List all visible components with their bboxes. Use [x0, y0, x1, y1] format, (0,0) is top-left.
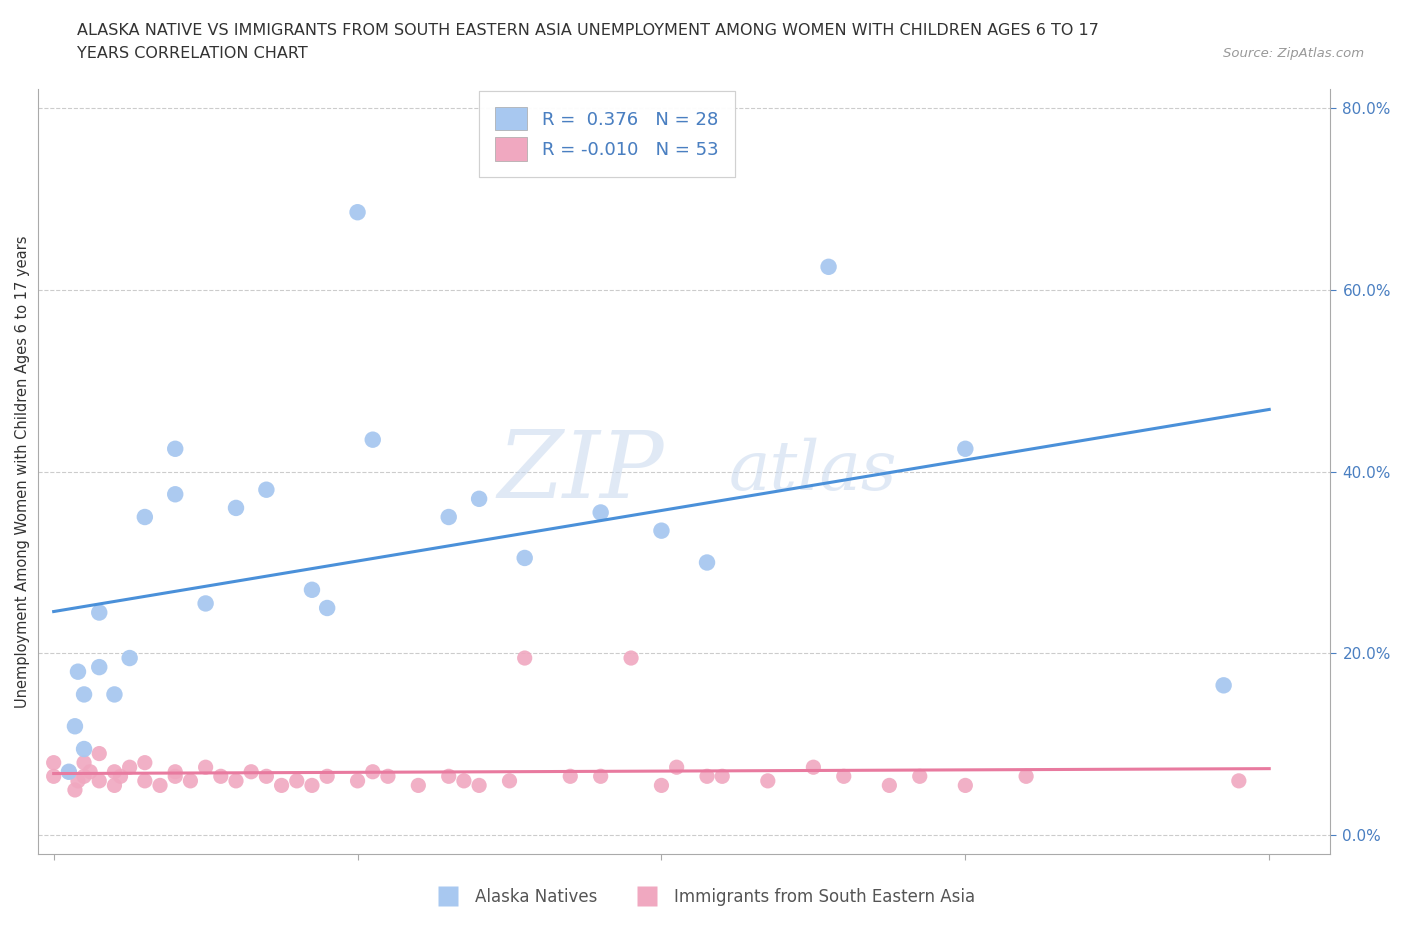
Point: [118, 651, 141, 666]
Point: [103, 764, 125, 779]
Point: [103, 687, 125, 702]
Text: ALASKA NATIVE VS IMMIGRANTS FROM SOUTH EASTERN ASIA UNEMPLOYMENT AMONG WOMEN WIT: ALASKA NATIVE VS IMMIGRANTS FROM SOUTH E…: [77, 23, 1099, 38]
Point: [118, 760, 141, 775]
Point: [498, 774, 520, 789]
Point: [194, 596, 217, 611]
Point: [42, 755, 65, 770]
Point: [301, 582, 323, 597]
Point: [513, 551, 536, 565]
Point: [1227, 774, 1250, 789]
Point: [453, 774, 475, 789]
Point: [79, 764, 101, 779]
Point: [165, 764, 187, 779]
Point: [63, 782, 86, 797]
Point: [879, 778, 901, 793]
Point: [66, 664, 89, 679]
Legend: Alaska Natives, Immigrants from South Eastern Asia: Alaska Natives, Immigrants from South Ea…: [425, 881, 981, 912]
Point: [316, 601, 339, 616]
Point: [589, 769, 612, 784]
Point: [149, 778, 172, 793]
Point: [58, 764, 80, 779]
Point: [254, 483, 277, 498]
Point: [665, 760, 688, 775]
Point: [73, 741, 96, 756]
Text: ZIP: ZIP: [498, 427, 664, 516]
Point: [103, 778, 125, 793]
Text: atlas: atlas: [730, 438, 897, 505]
Point: [756, 774, 779, 789]
Point: [955, 442, 977, 457]
Point: [560, 769, 582, 784]
Point: [468, 491, 491, 506]
Point: [285, 774, 308, 789]
Point: [696, 769, 718, 784]
Point: [817, 259, 839, 274]
Point: [468, 778, 491, 793]
Legend: R =  0.376   N = 28, R = -0.010   N = 53: R = 0.376 N = 28, R = -0.010 N = 53: [478, 91, 735, 177]
Point: [179, 774, 201, 789]
Point: [134, 510, 156, 525]
Point: [165, 769, 187, 784]
Point: [73, 769, 96, 784]
Point: [316, 769, 339, 784]
Point: [620, 651, 643, 666]
Point: [66, 774, 89, 789]
Point: [225, 500, 247, 515]
Text: Source: ZipAtlas.com: Source: ZipAtlas.com: [1223, 46, 1364, 60]
Point: [346, 205, 368, 219]
Point: [89, 605, 111, 620]
Point: [209, 769, 232, 784]
Point: [1015, 769, 1038, 784]
Point: [832, 769, 855, 784]
Point: [58, 764, 80, 779]
Point: [194, 760, 217, 775]
Point: [377, 769, 399, 784]
Point: [908, 769, 931, 784]
Point: [89, 659, 111, 674]
Point: [589, 505, 612, 520]
Point: [134, 774, 156, 789]
Point: [711, 769, 734, 784]
Point: [1212, 678, 1234, 693]
Point: [270, 778, 292, 793]
Point: [254, 769, 277, 784]
Point: [240, 764, 263, 779]
Point: [650, 778, 672, 793]
Point: [165, 442, 187, 457]
Point: [165, 486, 187, 501]
Point: [346, 774, 368, 789]
Y-axis label: Unemployment Among Women with Children Ages 6 to 17 years: Unemployment Among Women with Children A…: [15, 235, 30, 708]
Point: [110, 769, 132, 784]
Point: [42, 769, 65, 784]
Point: [437, 510, 460, 525]
Text: YEARS CORRELATION CHART: YEARS CORRELATION CHART: [77, 46, 308, 61]
Point: [89, 774, 111, 789]
Point: [73, 687, 96, 702]
Point: [696, 555, 718, 570]
Point: [437, 769, 460, 784]
Point: [301, 778, 323, 793]
Point: [134, 755, 156, 770]
Point: [955, 778, 977, 793]
Point: [513, 651, 536, 666]
Point: [225, 774, 247, 789]
Point: [73, 755, 96, 770]
Point: [650, 524, 672, 538]
Point: [89, 746, 111, 761]
Point: [408, 778, 430, 793]
Point: [803, 760, 825, 775]
Point: [361, 764, 384, 779]
Point: [63, 719, 86, 734]
Point: [361, 432, 384, 447]
